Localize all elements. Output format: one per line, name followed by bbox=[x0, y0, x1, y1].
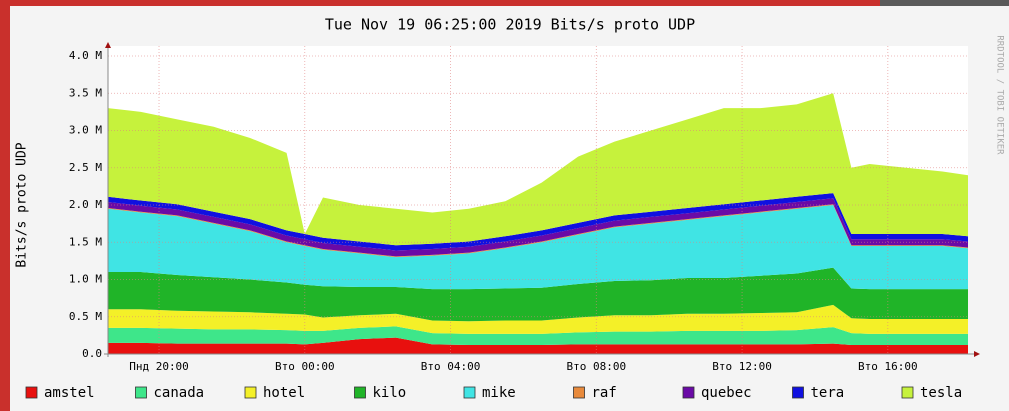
legend-label: hotel bbox=[263, 385, 305, 401]
y-tick-label: 0.5 M bbox=[69, 310, 102, 323]
x-tick-label: Вто 08:00 bbox=[567, 360, 627, 373]
legend-swatch bbox=[792, 386, 804, 399]
y-axis-label: Bits/s proto UDP bbox=[15, 142, 30, 267]
area bbox=[108, 205, 968, 290]
y-tick-label: 3.0 M bbox=[69, 124, 102, 137]
y-axis-arrow bbox=[105, 42, 111, 48]
area bbox=[108, 304, 968, 334]
x-tick-label: Вто 00:00 bbox=[275, 360, 335, 373]
x-tick-label: Пнд 20:00 bbox=[129, 360, 189, 373]
area bbox=[108, 337, 968, 354]
legend-swatch bbox=[573, 386, 585, 399]
area bbox=[108, 93, 968, 246]
legend-swatch bbox=[244, 386, 257, 399]
legend-swatch bbox=[354, 386, 366, 399]
x-tick-label: Вто 16:00 bbox=[858, 360, 918, 373]
area bbox=[108, 267, 968, 322]
legend-label: mike bbox=[482, 385, 516, 401]
legend-label: canada bbox=[154, 385, 205, 401]
x-axis-arrow bbox=[974, 351, 980, 357]
legend-label: amstel bbox=[44, 385, 95, 401]
legend-swatch bbox=[25, 386, 38, 399]
y-tick-label: 4.0 M bbox=[69, 49, 102, 62]
legend-label: raf bbox=[592, 385, 617, 401]
side-text: RRDTOOL / TOBI OETIKER bbox=[995, 35, 1005, 155]
y-tick-label: 3.5 M bbox=[69, 86, 102, 99]
legend-swatch bbox=[463, 386, 476, 399]
legend-label: quebec bbox=[701, 385, 752, 401]
legend-label: tera bbox=[811, 385, 845, 401]
legend-label: kilo bbox=[373, 385, 407, 401]
top-bar bbox=[880, 0, 1009, 6]
legend-swatch bbox=[901, 386, 914, 399]
chart-title: Tue Nov 19 06:25:00 2019 Bits/s proto UD… bbox=[325, 16, 695, 34]
legend-swatch bbox=[682, 386, 695, 399]
legend-swatch bbox=[135, 386, 147, 399]
y-tick-label: 1.0 M bbox=[69, 273, 102, 286]
x-tick-label: Вто 04:00 bbox=[421, 360, 481, 373]
y-tick-label: 2.0 M bbox=[69, 198, 102, 211]
y-tick-label: 2.5 M bbox=[69, 161, 102, 174]
area bbox=[108, 326, 968, 346]
y-tick-label: 0.0 bbox=[82, 347, 102, 360]
x-tick-label: Вто 12:00 bbox=[712, 360, 772, 373]
legend-label: tesla bbox=[920, 385, 962, 401]
y-tick-label: 1.5 M bbox=[69, 235, 102, 248]
